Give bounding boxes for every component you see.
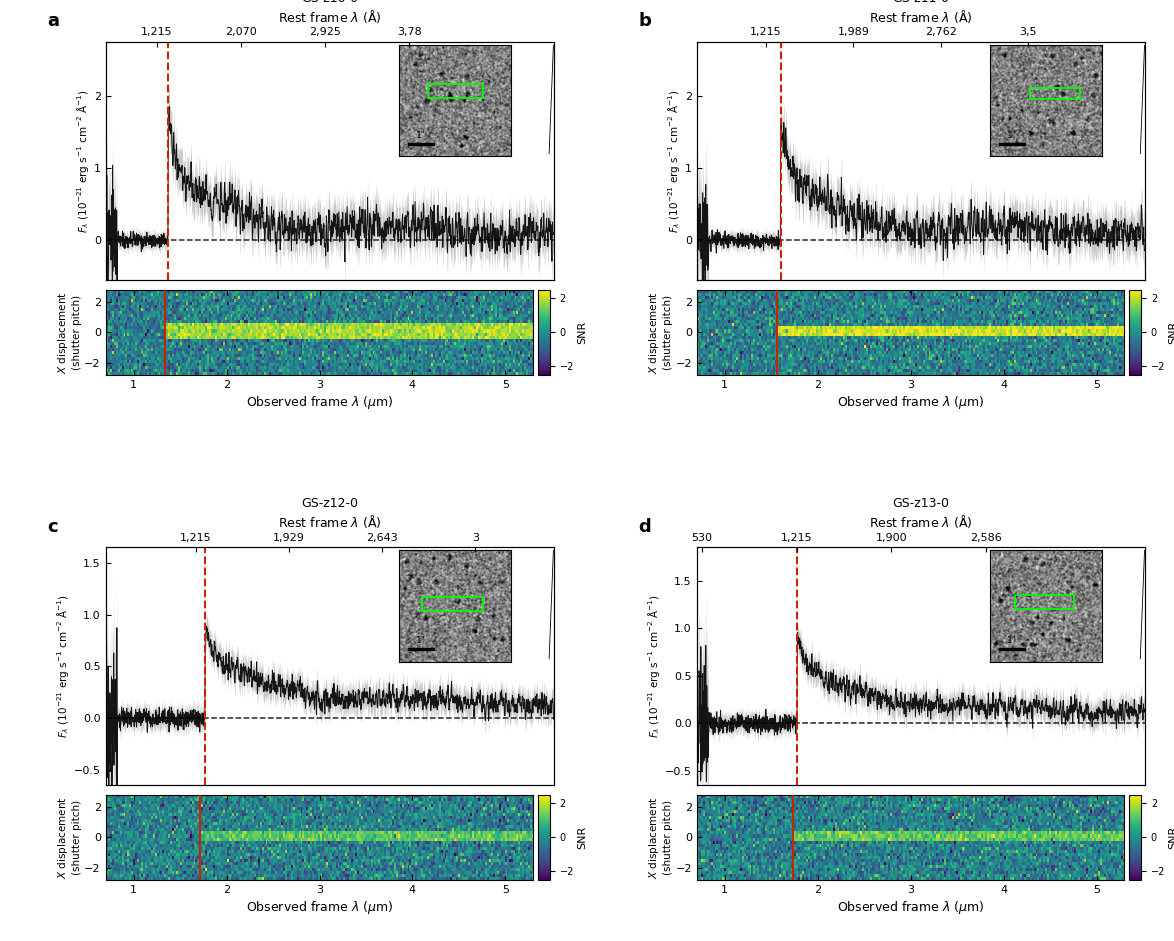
Y-axis label: $F_{\lambda}$ (10$^{-21}$ erg s$^{-1}$ cm$^{-2}$ Å$^{-1}$): $F_{\lambda}$ (10$^{-21}$ erg s$^{-1}$ c… xyxy=(75,89,90,233)
Y-axis label: $X$ displacement
(shutter pitch): $X$ displacement (shutter pitch) xyxy=(56,796,81,879)
Text: b: b xyxy=(639,12,652,30)
Y-axis label: $X$ displacement
(shutter pitch): $X$ displacement (shutter pitch) xyxy=(647,796,673,879)
Y-axis label: SNR: SNR xyxy=(1168,321,1174,343)
Y-axis label: $F_{\lambda}$ (10$^{-21}$ erg s$^{-1}$ cm$^{-2}$ Å$^{-1}$): $F_{\lambda}$ (10$^{-21}$ erg s$^{-1}$ c… xyxy=(55,595,70,739)
Y-axis label: SNR: SNR xyxy=(1168,826,1174,849)
Y-axis label: $X$ displacement
(shutter pitch): $X$ displacement (shutter pitch) xyxy=(56,291,81,374)
X-axis label: GS-z10-0
Rest frame $\lambda$ (Å): GS-z10-0 Rest frame $\lambda$ (Å) xyxy=(278,0,382,24)
X-axis label: GS-z13-0
Rest frame $\lambda$ (Å): GS-z13-0 Rest frame $\lambda$ (Å) xyxy=(869,497,972,530)
X-axis label: Observed frame $\lambda$ ($\mu$m): Observed frame $\lambda$ ($\mu$m) xyxy=(245,393,393,410)
X-axis label: Observed frame $\lambda$ ($\mu$m): Observed frame $\lambda$ ($\mu$m) xyxy=(245,899,393,916)
Y-axis label: SNR: SNR xyxy=(576,826,587,849)
Text: a: a xyxy=(47,12,60,30)
Y-axis label: $F_{\lambda}$ (10$^{-21}$ erg s$^{-1}$ cm$^{-2}$ Å$^{-1}$): $F_{\lambda}$ (10$^{-21}$ erg s$^{-1}$ c… xyxy=(666,89,682,233)
Text: c: c xyxy=(47,518,58,535)
Y-axis label: SNR: SNR xyxy=(576,321,587,343)
X-axis label: Observed frame $\lambda$ ($\mu$m): Observed frame $\lambda$ ($\mu$m) xyxy=(837,393,984,410)
Y-axis label: $F_{\lambda}$ (10$^{-21}$ erg s$^{-1}$ cm$^{-2}$ Å$^{-1}$): $F_{\lambda}$ (10$^{-21}$ erg s$^{-1}$ c… xyxy=(646,595,662,739)
Text: d: d xyxy=(639,518,652,535)
X-axis label: Observed frame $\lambda$ ($\mu$m): Observed frame $\lambda$ ($\mu$m) xyxy=(837,899,984,916)
Y-axis label: $X$ displacement
(shutter pitch): $X$ displacement (shutter pitch) xyxy=(647,291,673,374)
X-axis label: GS-z11-0
Rest frame $\lambda$ (Å): GS-z11-0 Rest frame $\lambda$ (Å) xyxy=(869,0,972,24)
X-axis label: GS-z12-0
Rest frame $\lambda$ (Å): GS-z12-0 Rest frame $\lambda$ (Å) xyxy=(278,497,382,530)
